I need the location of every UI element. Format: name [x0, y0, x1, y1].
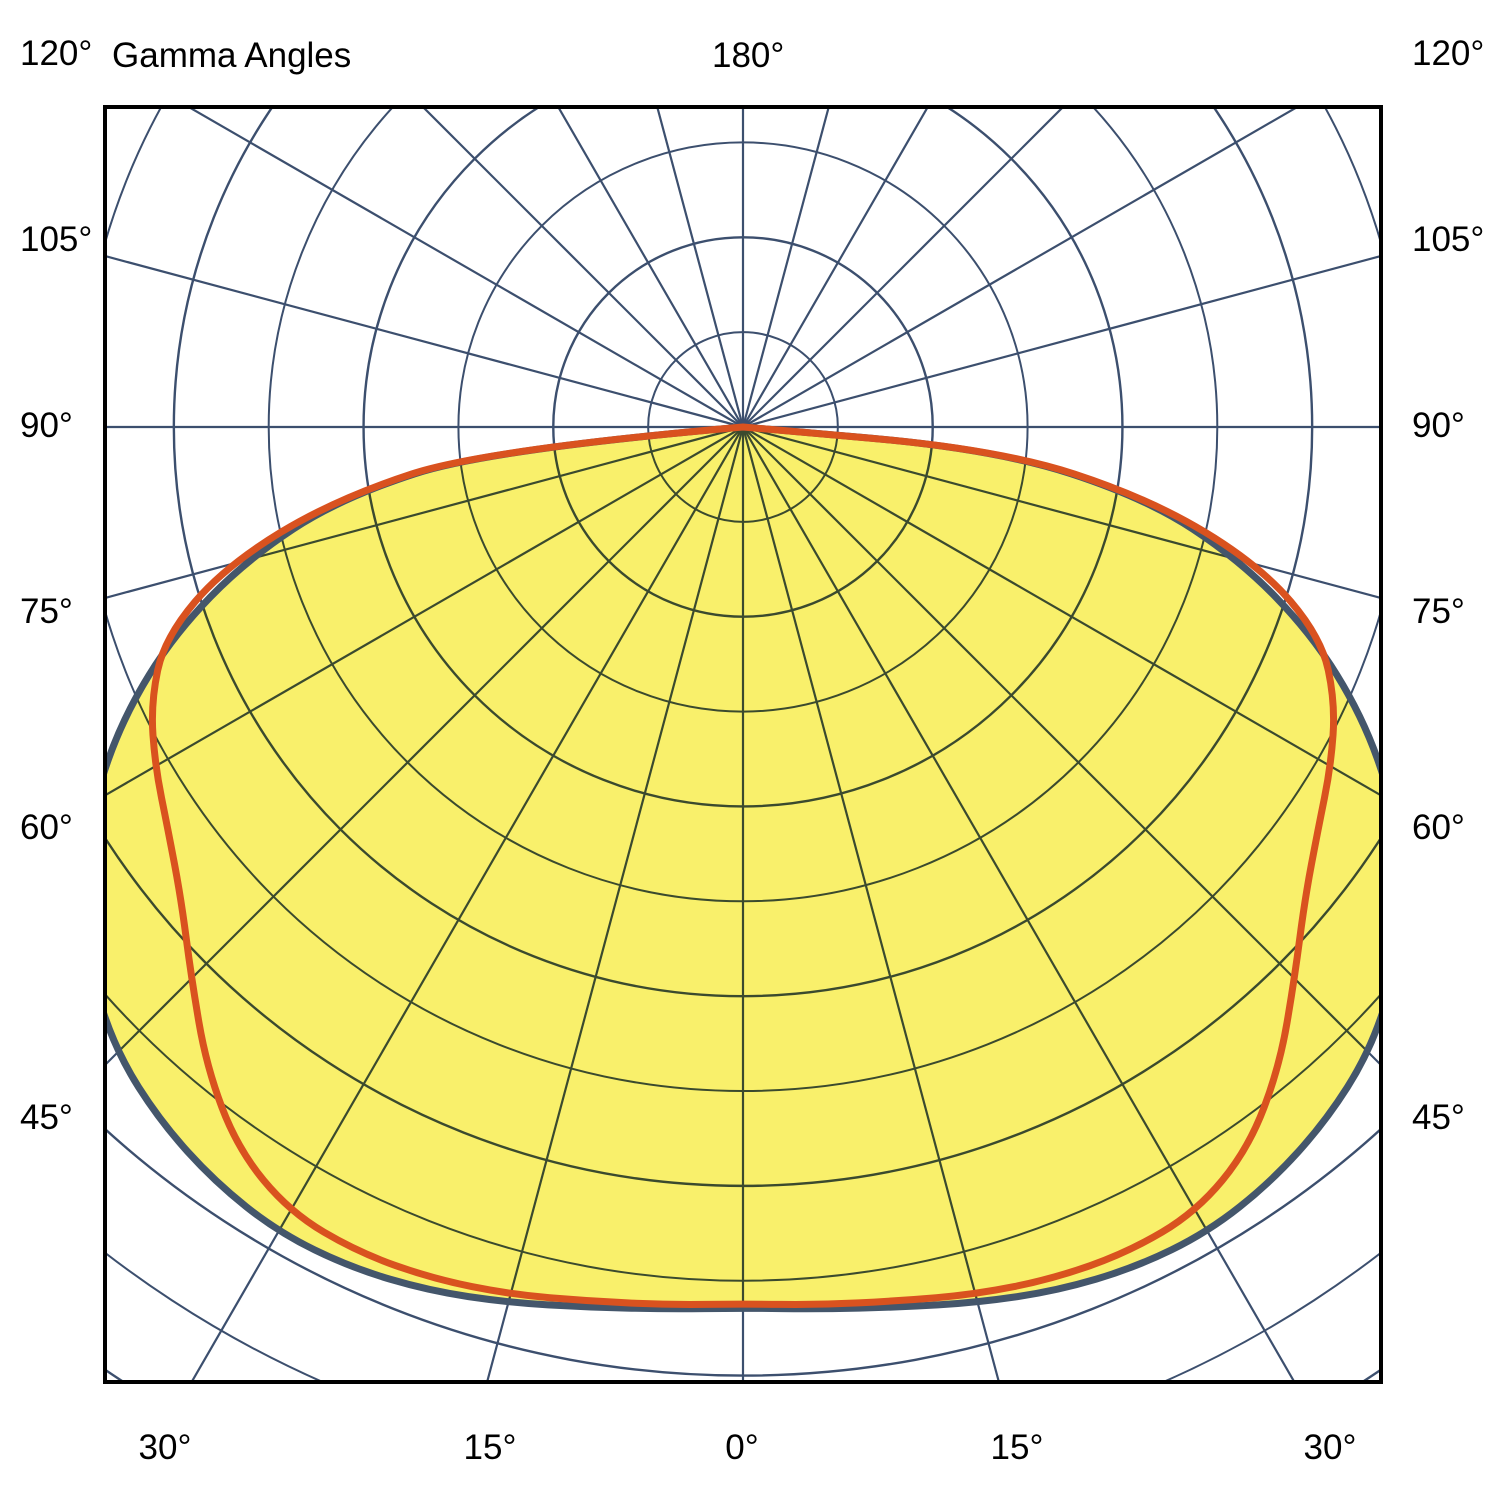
gamma-label-right-3: 75° [1412, 592, 1465, 631]
gamma-label-right-5: 45° [1412, 1098, 1465, 1137]
grid-ray [105, 427, 744, 1309]
top-plane-label: 180° [712, 36, 785, 75]
gamma-label-left-1: 105° [20, 220, 93, 259]
grid-ray [105, 254, 744, 429]
gamma-label-left-3: 75° [20, 592, 73, 631]
gamma-label-left-4: 60° [20, 808, 73, 847]
gamma-label-right-1: 105° [1412, 220, 1485, 259]
grid-ray [656, 107, 745, 428]
grid-ray [741, 427, 1236, 1309]
page-title: Gamma Angles [112, 36, 352, 75]
gamma-label-bottom-2: 0° [725, 1428, 759, 1467]
grid-ray [742, 107, 1300, 428]
grid-ray [556, 107, 744, 428]
gamma-label-left-2: 90° [20, 406, 73, 445]
gamma-label-right-0: 120° [1412, 34, 1485, 73]
gamma-label-right-2: 90° [1412, 406, 1465, 445]
grid-ray [250, 427, 745, 1309]
grid-ray [421, 107, 744, 428]
grid-ray [741, 107, 830, 428]
gamma-label-bottom-3: 15° [990, 1428, 1044, 1467]
grid-ray [742, 427, 1381, 1309]
gamma-label-left-0: 120° [20, 34, 93, 73]
grid-ray [742, 254, 1381, 429]
grid-ray [186, 107, 744, 428]
grid-ray [105, 427, 744, 920]
gamma-label-bottom-4: 30° [1303, 1428, 1357, 1467]
grid-ray [742, 427, 1381, 920]
grid-ray [742, 107, 930, 428]
gamma-axis-bottom: 30° 15° 0° 15° 30° [0, 1428, 1490, 1478]
curve-c90-c270 [148, 423, 1338, 1308]
gamma-label-left-5: 45° [20, 1098, 73, 1137]
grid-ray [105, 427, 744, 1309]
gamma-label-bottom-0: 30° [138, 1428, 192, 1467]
grid-ray [742, 427, 1381, 1309]
grid-ray [742, 107, 1065, 428]
gamma-label-right-4: 60° [1412, 808, 1465, 847]
gamma-label-bottom-1: 15° [463, 1428, 517, 1467]
plot-frame [103, 105, 1383, 1384]
